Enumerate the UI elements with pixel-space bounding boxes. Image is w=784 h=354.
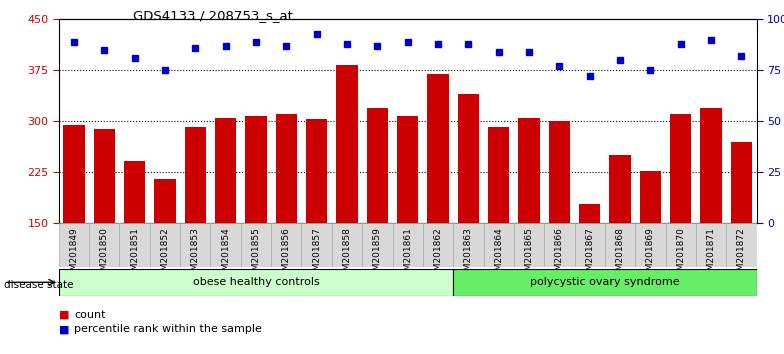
Bar <box>154 179 176 223</box>
Bar <box>336 65 358 223</box>
Bar <box>544 223 575 267</box>
Bar <box>245 116 267 223</box>
Bar <box>210 223 241 267</box>
Bar <box>64 125 85 223</box>
Bar <box>124 161 145 223</box>
Bar <box>605 223 635 267</box>
Bar <box>93 130 115 223</box>
Bar <box>549 121 570 223</box>
Bar <box>271 223 302 267</box>
Bar <box>180 223 210 267</box>
Bar <box>484 223 514 267</box>
Text: GSM201867: GSM201867 <box>585 228 594 282</box>
Bar <box>393 223 423 267</box>
Bar <box>59 223 89 267</box>
Bar <box>59 269 453 296</box>
Bar <box>332 223 362 267</box>
Bar <box>726 223 757 267</box>
Bar <box>453 223 484 267</box>
Text: GDS4133 / 208753_s_at: GDS4133 / 208753_s_at <box>133 9 293 22</box>
Bar <box>488 127 510 223</box>
Text: percentile rank within the sample: percentile rank within the sample <box>74 324 263 334</box>
Bar <box>635 223 666 267</box>
Bar <box>89 223 119 267</box>
Text: GSM201849: GSM201849 <box>70 228 78 282</box>
Bar <box>700 108 721 223</box>
Bar <box>518 118 539 223</box>
Bar <box>514 223 544 267</box>
Text: GSM201865: GSM201865 <box>524 228 534 282</box>
Bar <box>276 114 297 223</box>
Bar <box>362 223 393 267</box>
Bar <box>306 119 327 223</box>
Bar <box>119 223 150 267</box>
Text: GSM201862: GSM201862 <box>434 228 442 282</box>
Text: GSM201866: GSM201866 <box>555 228 564 282</box>
Text: GSM201861: GSM201861 <box>403 228 412 282</box>
Bar <box>640 171 661 223</box>
Text: GSM201854: GSM201854 <box>221 228 230 282</box>
Text: GSM201852: GSM201852 <box>161 228 169 282</box>
Text: GSM201856: GSM201856 <box>281 228 291 282</box>
Text: GSM201863: GSM201863 <box>464 228 473 282</box>
Bar <box>150 223 180 267</box>
Text: GSM201857: GSM201857 <box>312 228 321 282</box>
Text: GSM201850: GSM201850 <box>100 228 109 282</box>
Text: GSM201869: GSM201869 <box>646 228 655 282</box>
Text: disease state: disease state <box>4 280 74 290</box>
Text: GSM201871: GSM201871 <box>706 228 716 282</box>
Bar <box>666 223 696 267</box>
Bar <box>575 223 605 267</box>
Bar <box>696 223 726 267</box>
Bar <box>427 74 448 223</box>
Bar <box>397 116 419 223</box>
Bar <box>731 142 752 223</box>
Bar <box>367 108 388 223</box>
Text: polycystic ovary syndrome: polycystic ovary syndrome <box>530 277 680 287</box>
Text: GSM201855: GSM201855 <box>252 228 260 282</box>
Text: ■: ■ <box>59 310 69 320</box>
Bar <box>670 114 691 223</box>
Bar <box>453 269 757 296</box>
Text: GSM201851: GSM201851 <box>130 228 139 282</box>
Bar <box>458 94 479 223</box>
Bar <box>302 223 332 267</box>
Text: GSM201859: GSM201859 <box>373 228 382 282</box>
Text: count: count <box>74 310 106 320</box>
Text: obese healthy controls: obese healthy controls <box>193 277 319 287</box>
Text: GSM201868: GSM201868 <box>615 228 625 282</box>
Bar <box>423 223 453 267</box>
Text: ■: ■ <box>59 324 69 334</box>
Bar <box>215 118 236 223</box>
Text: GSM201870: GSM201870 <box>677 228 685 282</box>
Text: GSM201864: GSM201864 <box>494 228 503 282</box>
Bar <box>609 155 630 223</box>
Text: GSM201872: GSM201872 <box>737 228 746 282</box>
Bar <box>185 127 206 223</box>
Bar <box>241 223 271 267</box>
Text: GSM201858: GSM201858 <box>343 228 351 282</box>
Text: GSM201853: GSM201853 <box>191 228 200 282</box>
Bar <box>579 204 601 223</box>
